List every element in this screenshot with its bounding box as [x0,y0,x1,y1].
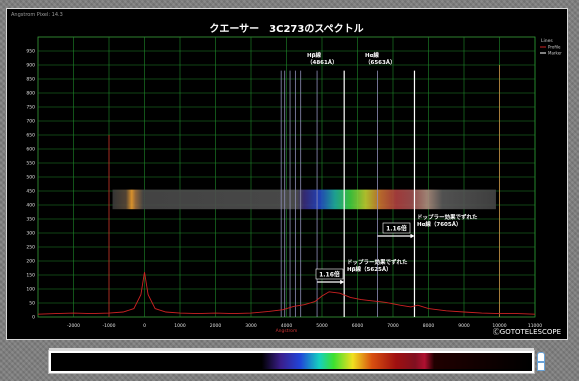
y-tick-label: 350 [26,217,35,223]
factor-box-hbeta [315,268,344,280]
legend-title: Lines [541,38,553,44]
x-tick-label: 3000 [245,323,257,329]
y-tick-label: 300 [26,231,35,237]
x-tick-label: 11000 [528,323,542,329]
shift-arrow-hbeta-head [340,279,345,285]
y-tick-label: 200 [26,259,35,265]
spectrum-window: Angstrom Pixel: 14.3 -2000 -1000 0 1000 2000… [6,8,568,340]
y-tick-label: 550 [26,161,35,167]
factor-box-halpha [382,222,411,234]
x-tick-label: 7000 [387,323,399,329]
legend-label-marker: Marker [548,51,562,56]
spectrum-image-strip [112,189,496,210]
annotation-halpha-line1: Hα線 [365,51,379,59]
annotation-shifted-halpha-line2: Hα線（7605Å） [417,220,461,228]
annotation-shifted-halpha-line1: ドップラー効果でずれた [417,213,478,221]
y-tick-label: 850 [26,77,35,83]
y-tick-label: 400 [26,203,35,209]
footer-copyright: ⒸGOTOTELESCOPE [493,328,561,336]
color-bar-scale [49,348,534,351]
x-axis-label: Angstrom [276,328,298,334]
x-tick-label: -2000 [67,323,80,329]
chart-title: クエーサー 3C273のスペクトル [209,23,363,35]
y-tick-label: 650 [26,133,35,139]
factor-label-halpha: 1.16倍 [386,225,407,233]
spectrum-chart: -2000 -1000 0 1000 2000 3000 4000 5000 6000 7000 8… [26,23,562,336]
annotation-hbeta-line2: （4861Å） [307,58,338,66]
x-tick-label: 1000 [174,323,186,329]
handle-lower-icon [537,362,545,371]
y-tick-label: 750 [26,105,35,111]
y-tick-label: 450 [26,189,35,195]
annotation-shifted-hbeta-line2: Hβ線（5625Å） [347,265,392,273]
color-bar-handle[interactable] [537,352,545,372]
x-tick-label: 4000 [281,323,293,329]
handle-upper-icon [537,352,545,362]
y-tick-label: 800 [26,91,35,97]
y-tick-label: 50 [29,301,35,307]
y-tick-label: 700 [26,119,35,125]
y-tick-label: 950 [26,49,35,55]
y-tick-label: 100 [26,287,35,293]
x-tick-label: 5000 [316,323,328,329]
legend-label-profile: Profile [548,45,561,50]
x-tick-label: -1000 [102,323,115,329]
x-tick-label: 8000 [423,323,435,329]
factor-label-hbeta: 1.16倍 [319,271,340,279]
x-tick-label: 6000 [352,323,364,329]
x-tick-label: 0 [143,323,146,329]
x-tick-label: 10000 [492,323,506,329]
shift-arrow-halpha-head [410,233,415,239]
x-tick-label: 2000 [210,323,222,329]
y-tick-label: 600 [26,147,35,153]
annotation-halpha-line2: （6563Å） [365,58,396,66]
color-bar-gradient [51,353,530,369]
y-tick-label: 250 [26,245,35,251]
color-bar-spectrum [51,353,532,371]
x-tick-label: 9000 [458,323,470,329]
annotation-hbeta-line1: Hβ線 [307,51,322,59]
y-tick-label: 500 [26,175,35,181]
spectrum-color-bar[interactable] [48,348,535,374]
annotation-shifted-hbeta-line1: ドップラー効果でずれた [347,258,408,266]
profile-series-line [37,272,536,315]
y-tick-label: 900 [26,63,35,69]
y-tick-label: 0 [32,315,35,321]
status-text: Angstrom Pixel: 14.3 [11,12,63,18]
y-tick-label: 150 [26,273,35,279]
